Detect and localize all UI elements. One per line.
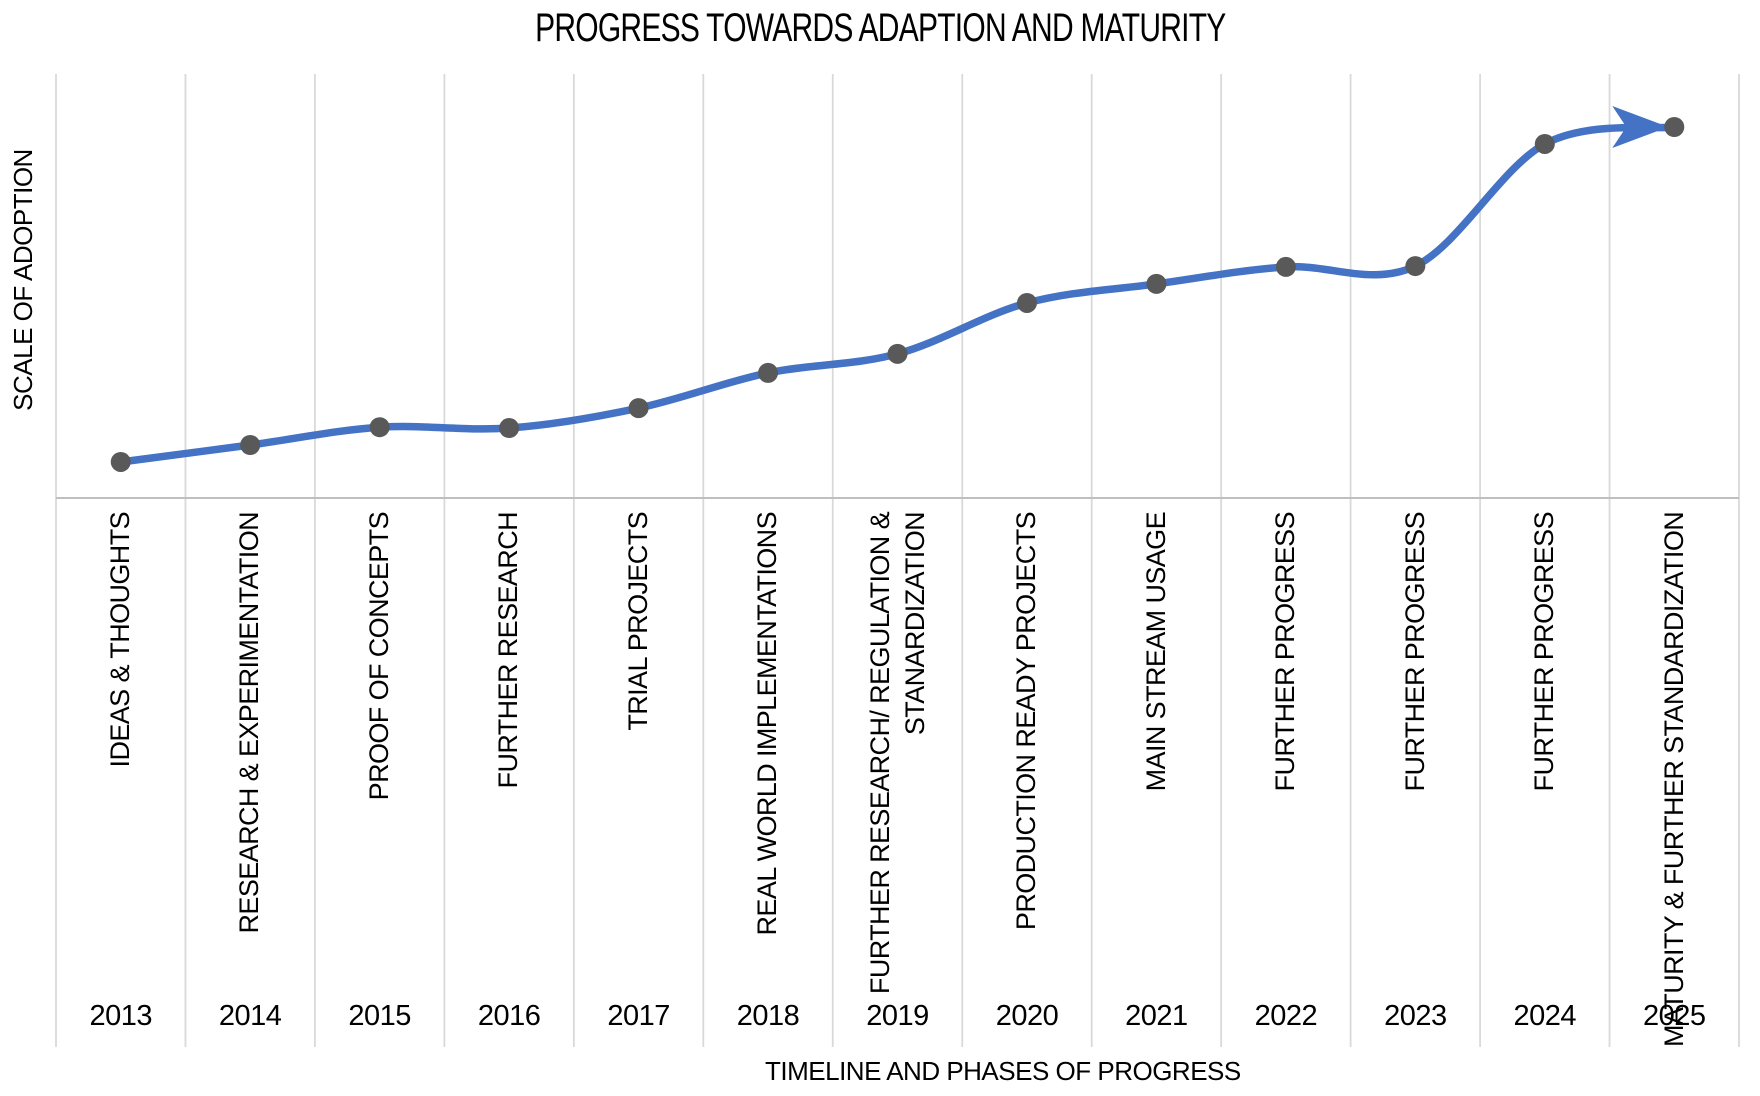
- data-point-marker: [1664, 117, 1685, 137]
- year-label: 2017: [607, 1000, 670, 1032]
- data-point-marker: [1534, 133, 1555, 154]
- data-point-marker: [110, 451, 131, 472]
- phase-label: PRODUCTION READY PROJECTS: [1011, 512, 1042, 931]
- data-point-marker: [1016, 292, 1037, 313]
- year-label: 2015: [348, 1000, 411, 1032]
- x-axis-title: TIMELINE AND PHASES OF PROGRESS: [765, 1056, 1241, 1086]
- data-point-marker: [240, 435, 261, 455]
- data-point-marker: [628, 398, 649, 419]
- chart-title: PROGRESS TOWARDS ADAPTION AND MATURITY: [0, 6, 1760, 51]
- phase-label: FURTHER PROGRESS: [1399, 512, 1430, 792]
- year-label: 2018: [736, 1000, 800, 1032]
- year-label: 2025: [1643, 1000, 1706, 1032]
- year-label: 2021: [1125, 1000, 1188, 1032]
- arrowhead-icon: [1612, 106, 1669, 148]
- phase-label: FURTHER PROGRESS: [1529, 512, 1560, 792]
- year-label: 2020: [995, 1000, 1059, 1032]
- phase-label: FURTHER PROGRESS: [1270, 512, 1301, 792]
- year-label: 2022: [1254, 1000, 1318, 1032]
- data-point-marker: [499, 418, 520, 439]
- year-label: 2023: [1384, 1000, 1447, 1032]
- year-label: 2019: [866, 1000, 929, 1032]
- phase-label: FURTHER RESEARCH/ REGULATION & STANARDIZA…: [864, 512, 930, 995]
- chart-title-text: PROGRESS TOWARDS ADAPTION AND MATURITY: [534, 6, 1226, 50]
- year-label: 2024: [1513, 1000, 1577, 1032]
- phase-label: PROOF OF CONCEPTS: [364, 512, 395, 801]
- series-line: [116, 123, 1679, 466]
- phase-label: TRIAL PROJECTS: [623, 512, 654, 731]
- phase-label: FURTHER RESEARCH: [493, 512, 524, 789]
- data-point-marker: [1275, 256, 1296, 277]
- year-label: 2013: [89, 1000, 152, 1032]
- phase-label: REAL WORLD IMPLEMENTATIONS: [752, 512, 783, 936]
- phase-label: MAIN STREAM USAGE: [1140, 512, 1171, 792]
- year-label: 2016: [477, 1000, 541, 1032]
- phase-label: RESEARCH & EXPERIMENTATION: [234, 512, 265, 934]
- phase-label: MATURITY & FURTHER STANDARDIZATION: [1658, 511, 1689, 1047]
- phase-label: IDEAS & THOUGHTS: [105, 512, 136, 768]
- data-point-marker: [887, 343, 908, 364]
- data-point-marker: [1405, 256, 1426, 277]
- year-label: 2014: [218, 1000, 282, 1032]
- data-point-marker: [369, 417, 390, 438]
- data-point-marker: [758, 362, 779, 383]
- data-point-marker: [1146, 273, 1167, 294]
